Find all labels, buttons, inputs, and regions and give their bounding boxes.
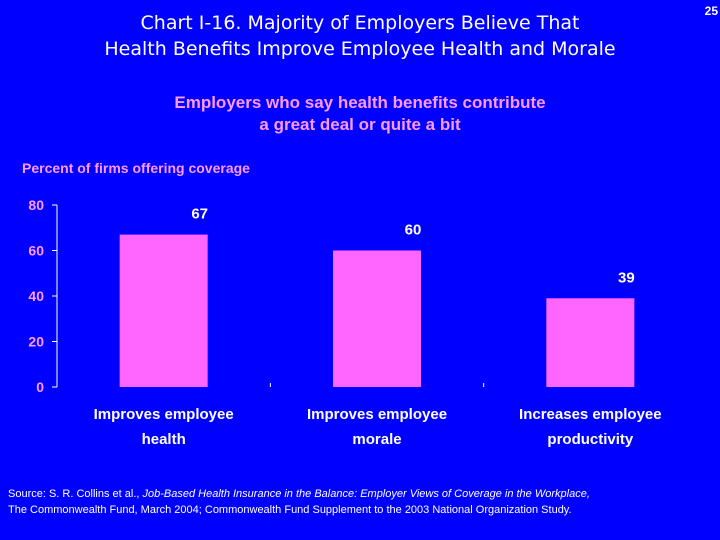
category-label: Improves employee [307,406,447,423]
source-suffix: The Commonwealth Fund, March 2004; Commo… [8,504,572,516]
subtitle-line-2: a great deal or quite a bit [259,115,461,134]
title-line-2: Health Benefits Improve Employee Health … [104,38,616,60]
category-label: Increases employee [519,406,662,423]
category-label: health [142,431,186,448]
y-tick-label: 40 [28,288,44,304]
bar-value-label: 39 [618,269,635,286]
chart-subtitle: Employers who say health benefits contri… [60,92,660,136]
y-tick-label: 60 [28,243,44,259]
source-note: Source: S. R. Collins et al., Job-Based … [8,486,608,518]
bar-value-label: 60 [405,222,422,239]
category-label: Improves employee [94,406,234,423]
y-tick-label: 20 [28,334,44,350]
source-italic: Job-Based Health Insurance in the Balanc… [142,488,590,500]
y-tick-label: 80 [28,197,44,213]
category-label: productivity [547,431,633,448]
category-label: morale [352,431,401,448]
y-tick-label: 0 [36,379,44,395]
subtitle-line-1: Employers who say health benefits contri… [174,93,546,112]
source-prefix: Source: S. R. Collins et al., [8,488,143,500]
bar-value-label: 67 [191,206,208,223]
page-number: 25 [704,4,718,18]
slide-title: Chart I-16. Majority of Employers Believ… [60,10,660,62]
bar [333,250,421,387]
bar [119,234,208,387]
title-line-1: Chart I-16. Majority of Employers Believ… [140,12,580,34]
bar [546,298,635,387]
y-axis-label: Percent of firms offering coverage [22,160,250,176]
